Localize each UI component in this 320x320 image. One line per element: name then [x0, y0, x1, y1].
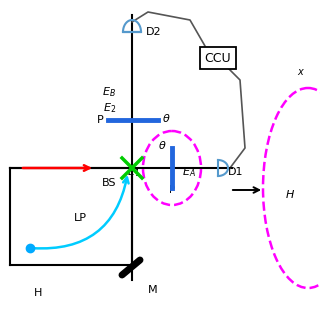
Text: $\theta$: $\theta$	[158, 139, 166, 151]
Text: LP: LP	[74, 213, 86, 223]
Text: P: P	[169, 185, 175, 195]
Text: D1: D1	[228, 167, 244, 177]
Text: H: H	[34, 288, 42, 298]
Text: D2: D2	[146, 27, 162, 37]
Text: $\theta$: $\theta$	[162, 112, 171, 124]
Text: $E_B$: $E_B$	[102, 85, 116, 99]
Text: CCU: CCU	[205, 52, 231, 65]
Text: P: P	[97, 115, 104, 125]
Text: M: M	[148, 285, 158, 295]
Text: $E_2$: $E_2$	[103, 101, 116, 115]
Text: BS: BS	[101, 178, 116, 188]
Text: $E_A$: $E_A$	[182, 165, 196, 179]
Text: H: H	[286, 190, 294, 200]
Text: x: x	[297, 67, 303, 77]
Text: $E_1$: $E_1$	[127, 165, 140, 179]
